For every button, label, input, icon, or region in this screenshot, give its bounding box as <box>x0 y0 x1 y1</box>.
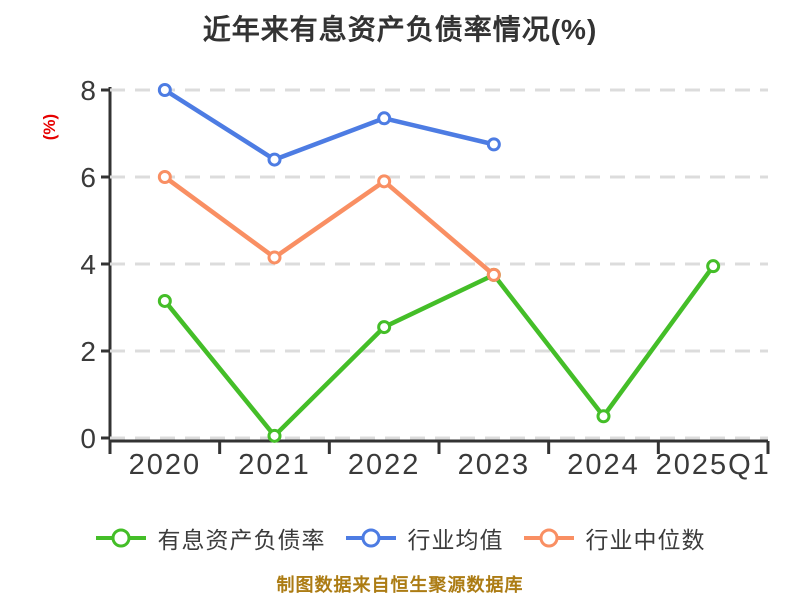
data-point-marker <box>267 250 282 265</box>
x-axis-tick-label: 2022 <box>348 449 421 481</box>
legend-item-0[interactable]: 有息资产负债率 <box>95 521 326 555</box>
chart-title: 近年来有息资产负债率情况(%) <box>202 14 598 45</box>
chart-legend: 有息资产负债率 行业均值 行业中位数 <box>0 520 800 556</box>
x-axis-tick-label: 2024 <box>567 449 640 481</box>
data-point-marker <box>377 174 392 189</box>
legend-marker-icon <box>345 528 396 548</box>
x-axis-tick-label: 2025Q1 <box>656 449 771 481</box>
data-point-marker <box>486 267 501 282</box>
y-axis-tick-label: 0 <box>80 423 96 454</box>
legend-marker-icon <box>523 528 574 548</box>
legend-item-label: 有息资产负债率 <box>157 527 326 553</box>
x-axis-tick-label: 2020 <box>129 449 202 481</box>
y-axis-tick-label: 6 <box>80 162 96 193</box>
series-line-1 <box>162 87 497 162</box>
legend-item-label: 行业中位数 <box>585 527 706 553</box>
legend-item-1[interactable]: 行业均值 <box>345 521 504 555</box>
data-point-marker <box>596 409 611 424</box>
data-point-marker <box>157 293 172 308</box>
x-axis-tick-label: 2023 <box>458 449 531 481</box>
data-point-marker <box>267 152 282 167</box>
y-axis-tick-label: 8 <box>80 75 96 106</box>
data-point-marker <box>157 170 172 184</box>
data-point-marker <box>377 111 392 126</box>
series-line-0 <box>162 263 716 439</box>
data-point-marker <box>157 83 172 97</box>
legend-item-label: 行业均值 <box>407 527 504 553</box>
legend-marker-icon <box>95 528 146 548</box>
data-point-marker <box>706 259 721 274</box>
y-axis-tick-label: 2 <box>80 336 96 367</box>
data-point-marker <box>377 320 392 335</box>
data-point-marker <box>267 428 282 443</box>
series-line-2 <box>162 174 497 278</box>
data-source-note: 制图数据来自恒生聚源数据库 <box>276 575 524 595</box>
x-axis-tick-label: 2021 <box>238 449 311 481</box>
y-axis-tick-label: 4 <box>80 249 96 280</box>
data-point-marker <box>486 137 501 152</box>
legend-item-2[interactable]: 行业中位数 <box>523 521 706 555</box>
